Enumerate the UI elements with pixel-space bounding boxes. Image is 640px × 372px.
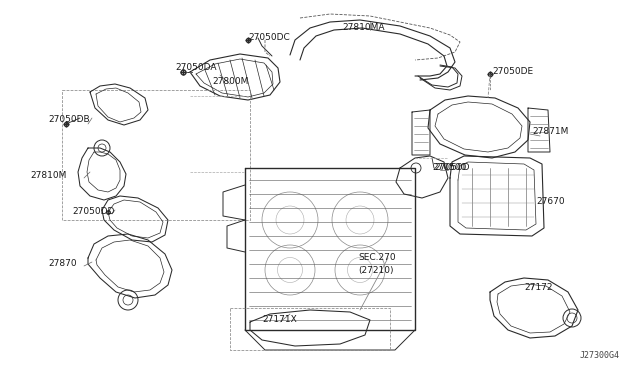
Text: 27172: 27172 [524,283,552,292]
Text: 27050DA: 27050DA [175,64,216,73]
Text: 270500: 270500 [432,164,467,173]
Text: 27171X: 27171X [262,315,297,324]
Text: 27871M: 27871M [532,128,568,137]
Text: 27050DB: 27050DB [48,115,90,125]
Text: 27810M: 27810M [30,171,67,180]
Text: 27050DC: 27050DC [248,33,290,42]
Text: SEC.270: SEC.270 [358,253,396,263]
Text: 27670: 27670 [536,198,564,206]
Text: 27810MA: 27810MA [342,23,385,32]
Text: 27050D: 27050D [434,164,470,173]
Text: (27210): (27210) [358,266,394,275]
Text: 27800M: 27800M [212,77,248,87]
Text: 27050DE: 27050DE [492,67,533,77]
Text: 27870: 27870 [48,260,77,269]
Text: 27050DD: 27050DD [72,208,115,217]
Text: J27300G4: J27300G4 [580,351,620,360]
